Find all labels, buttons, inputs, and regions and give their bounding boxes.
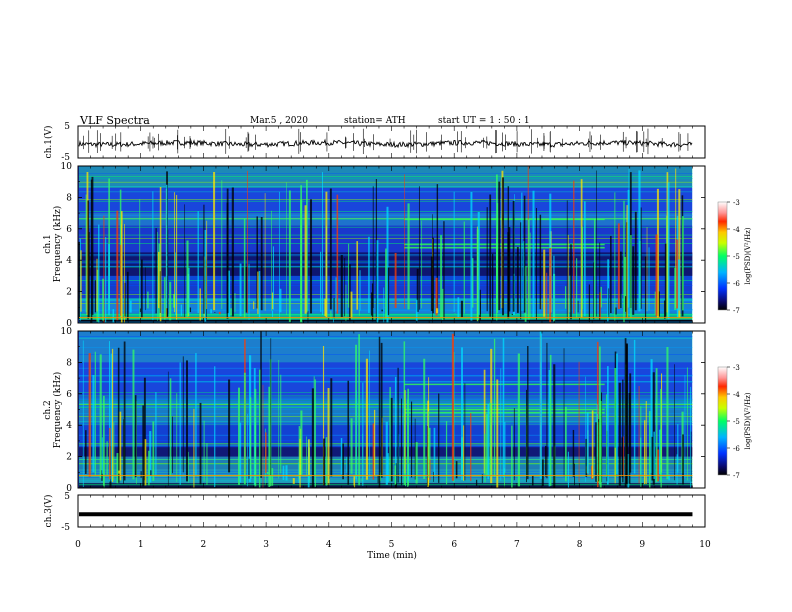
ch1-waveform-ylabel: ch.1(V)	[43, 126, 54, 159]
ch2-colorbar-gradient	[717, 366, 728, 476]
time-tick-label: 0	[75, 540, 81, 550]
colorbar-tick-label: -7	[733, 472, 740, 480]
time-tick-label: 7	[514, 540, 520, 550]
date-label: Mar.5 , 2020	[250, 116, 308, 126]
frequency-band	[79, 166, 693, 188]
frequency-tick-label: 0	[66, 484, 72, 494]
ch1-frequency-ticks: 0 2 4 6 8 10	[61, 162, 705, 329]
frequency-tick-label: 8	[66, 358, 72, 368]
ch1-ytick-label: -5	[61, 153, 70, 163]
ch1-waveform-panel: ch.1(V) 5 -5	[43, 122, 706, 163]
ch2-colorbar: -3 -4 -5 -6 -7 log(PSD)(V²/Hz)	[717, 364, 752, 480]
ch1-frequency-axis-label: Frequency (kHz)	[52, 206, 63, 283]
time-tick-label: 3	[263, 540, 269, 550]
time-tick-label: 1	[138, 540, 144, 550]
ch2-spectrogram-image	[79, 331, 693, 488]
colorbar-tick-label: -3	[733, 364, 740, 372]
figure-title: VLF Spectra	[79, 114, 150, 127]
colorbar-tick-label: -5	[733, 253, 740, 261]
ch1-ytick-label: 5	[64, 122, 70, 132]
time-tick-label: 2	[201, 540, 207, 550]
time-tick-label: 5	[389, 540, 395, 550]
frequency-tick-label: 4	[66, 256, 72, 266]
frequency-band	[79, 319, 693, 323]
frequency-tick-label: 10	[61, 162, 73, 172]
ch1-colorbar-ticks: -3 -4 -5 -6 -7	[727, 199, 740, 315]
ch1-channel-label: ch.1	[43, 234, 53, 253]
station-label: station= ATH	[344, 116, 406, 126]
frequency-band	[79, 483, 693, 488]
colorbar-tick-label: -4	[733, 391, 740, 399]
frequency-tick-label: 4	[66, 421, 72, 431]
ch2-frequency-ticks: 0 2 4 6 8 10	[61, 327, 705, 494]
ch2-colorbar-ticks: -3 -4 -5 -6 -7	[727, 364, 740, 480]
ch3-ytick-label: -5	[61, 523, 70, 533]
time-axis-label: Time (min)	[367, 550, 417, 561]
time-tick-marks	[77, 126, 706, 527]
ch1-spectrogram-panel: 0 2 4 6 8 10 ch.1 Frequency (kHz)	[43, 162, 706, 329]
waveform-line	[78, 138, 693, 149]
ch2-channel-label: ch.2	[43, 400, 53, 419]
colorbar-tick-label: -5	[733, 418, 740, 426]
frequency-tick-label: 6	[66, 390, 72, 400]
frequency-tick-label: 6	[66, 225, 72, 235]
ch2-frequency-axis-label: Frequency (kHz)	[52, 372, 63, 449]
colorbar-tick-label: -7	[733, 307, 740, 315]
colorbar-tick-label: -4	[733, 226, 740, 234]
time-tick-label: 10	[699, 540, 711, 550]
time-tick-label: 9	[639, 540, 645, 550]
ch1-colorbar-gradient	[717, 201, 728, 311]
time-tick-label: 8	[577, 540, 583, 550]
frequency-tick-label: 2	[66, 288, 72, 298]
ch3-waveform-ylabel: ch.3(V)	[43, 495, 54, 528]
frequency-tick-label: 8	[66, 193, 72, 203]
ch1-colorbar-label: log(PSD)(V²/Hz)	[744, 227, 752, 284]
time-tick-label: 4	[326, 540, 332, 550]
ch1-waveform-trace	[78, 128, 693, 155]
frequency-tick-label: 0	[66, 319, 72, 329]
colorbar-tick-label: -6	[733, 280, 740, 288]
colorbar-tick-label: -3	[733, 199, 740, 207]
ch1-spectrogram-image	[78, 166, 693, 323]
frequency-tick-label: 2	[66, 453, 72, 463]
ch2-spectrogram-panel: 0 2 4 6 8 10 ch.2 Frequency (kHz)	[43, 327, 706, 494]
ch3-waveform-panel: ch.3(V) 5 -5	[43, 492, 706, 533]
colorbar-tick-label: -6	[733, 445, 740, 453]
ch2-colorbar-label: log(PSD)(V²/Hz)	[744, 392, 752, 449]
start-time-label: start UT = 1 : 50 : 1	[438, 116, 530, 126]
time-axis-tick-labels: 0 1 2 3 4 5 6 7 8 9 10	[75, 540, 711, 550]
frequency-tick-label: 10	[61, 327, 73, 337]
ch3-ytick-label: 5	[64, 492, 70, 502]
time-tick-label: 6	[451, 540, 457, 550]
ch1-colorbar: -3 -4 -5 -6 -7 log(PSD)(V²/Hz)	[717, 199, 752, 315]
